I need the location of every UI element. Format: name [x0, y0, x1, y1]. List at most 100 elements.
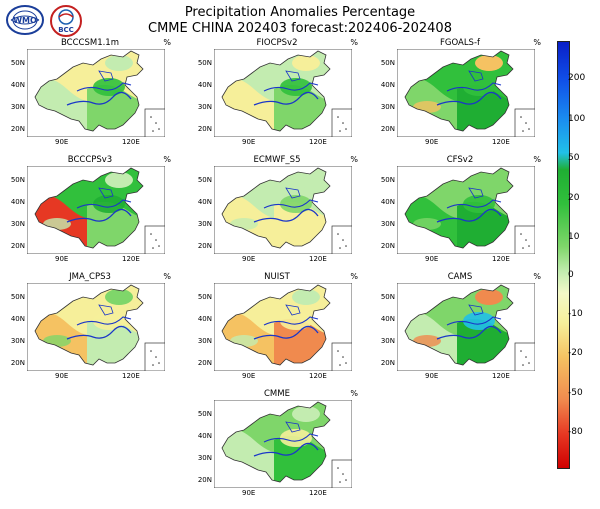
lat-tick-label: 20N	[197, 476, 212, 484]
panel-title: FIOCPSv2	[256, 38, 298, 48]
lat-tick-label: 50N	[197, 59, 212, 67]
map-panel: FIOCPSv2% 50N 40N 30N 20N 90E 120E	[192, 38, 362, 150]
bcc-logo: BCC	[48, 4, 84, 42]
map-panel: NUIST% 50N 40N 30N 20N 90E 120E	[192, 272, 362, 384]
lat-tick-label: 40N	[380, 81, 395, 89]
lat-tick-label: 40N	[197, 81, 212, 89]
precip-anomaly-map	[397, 49, 535, 137]
colorbar-label: -80	[568, 427, 583, 437]
lat-tick-label: 50N	[197, 293, 212, 301]
lon-tick-label: 120E	[122, 372, 140, 380]
precip-anomaly-map	[214, 166, 352, 254]
lon-tick-label: 90E	[242, 372, 256, 380]
lon-tick-label: 90E	[242, 255, 256, 263]
lon-tick-label: 90E	[55, 255, 69, 263]
lat-tick-label: 30N	[380, 103, 395, 111]
lat-tick-label: 50N	[197, 176, 212, 184]
colorbar-label: -10	[568, 309, 583, 319]
lon-tick-label: 120E	[309, 489, 327, 497]
colorbar-label: 200	[568, 73, 586, 83]
lon-tick-label: 90E	[242, 138, 256, 146]
title-line-2: CMME CHINA 202403 forecast:202406-202408	[148, 21, 452, 36]
lat-tick-label: 30N	[197, 220, 212, 228]
lat-tick-label: 30N	[380, 337, 395, 345]
panel-title: FGOALS-f	[439, 38, 481, 48]
wmo-logo: WMO	[5, 4, 45, 40]
lat-tick-label: 20N	[197, 359, 212, 367]
panel-unit: %	[533, 155, 541, 164]
lat-tick-label: 50N	[380, 293, 395, 301]
map-panel: CAMS% 50N 40N 30N 20N 90E 120E	[375, 272, 545, 384]
lat-tick-label: 50N	[10, 293, 25, 301]
lat-tick-label: 20N	[10, 359, 25, 367]
map-panel: BCCCPSv3% 50N 40N 30N 20N 90E 120E	[5, 155, 175, 267]
lat-tick-label: 30N	[10, 103, 25, 111]
lat-tick-label: 20N	[380, 242, 395, 250]
precip-anomaly-map	[27, 283, 165, 371]
panel-unit: %	[350, 38, 358, 47]
lat-tick-label: 20N	[380, 359, 395, 367]
precip-anomaly-map	[397, 283, 535, 371]
lon-tick-label: 120E	[492, 138, 510, 146]
colorbar-label: 0	[568, 270, 574, 280]
lon-tick-label: 90E	[242, 489, 256, 497]
panel-unit: %	[163, 155, 171, 164]
lon-tick-label: 90E	[425, 255, 439, 263]
colorbar	[557, 41, 570, 469]
map-panel: ECMWF_S5% 50N 40N 30N 20N 90E 120E	[192, 155, 362, 267]
panel-unit: %	[350, 272, 358, 281]
lat-tick-label: 30N	[197, 103, 212, 111]
panel-unit: %	[350, 155, 358, 164]
title-line-1: Precipitation Anomalies Percentage	[184, 5, 416, 20]
panel-title: CFSv2	[446, 155, 474, 165]
lat-tick-label: 50N	[380, 176, 395, 184]
lat-tick-label: 20N	[380, 125, 395, 133]
bcc-logo-text: BCC	[58, 26, 74, 34]
lon-tick-label: 120E	[309, 372, 327, 380]
lon-tick-label: 90E	[55, 372, 69, 380]
lat-tick-label: 30N	[10, 337, 25, 345]
colorbar-label: 100	[568, 114, 586, 124]
precip-anomaly-map	[214, 400, 352, 488]
panel-unit: %	[533, 272, 541, 281]
lat-tick-label: 50N	[197, 410, 212, 418]
colorbar-label: 50	[568, 153, 580, 163]
colorbar-label: -50	[568, 388, 583, 398]
precip-anomaly-map	[27, 166, 165, 254]
precip-anomaly-map	[397, 166, 535, 254]
panel-unit: %	[163, 38, 171, 47]
map-panel: FGOALS-f% 50N 40N 30N 20N 90E 120E	[375, 38, 545, 150]
colorbar-label: 20	[568, 193, 580, 203]
lon-tick-label: 120E	[122, 255, 140, 263]
lat-tick-label: 40N	[197, 432, 212, 440]
lat-tick-label: 50N	[10, 59, 25, 67]
lat-tick-label: 40N	[10, 198, 25, 206]
panel-title: BCCCPSv3	[67, 155, 113, 165]
lon-tick-label: 120E	[309, 138, 327, 146]
lon-tick-label: 120E	[492, 372, 510, 380]
lat-tick-label: 50N	[380, 59, 395, 67]
panel-unit: %	[163, 272, 171, 281]
lat-tick-label: 40N	[380, 315, 395, 323]
lon-tick-label: 90E	[425, 138, 439, 146]
lat-tick-label: 40N	[380, 198, 395, 206]
lon-tick-label: 90E	[55, 138, 69, 146]
lat-tick-label: 40N	[10, 81, 25, 89]
panel-unit: %	[350, 389, 358, 398]
lat-tick-label: 50N	[10, 176, 25, 184]
lon-tick-label: 120E	[492, 255, 510, 263]
map-panel: BCCCSM1.1m% 50N 40N 30N 20N 90E 120E	[5, 38, 175, 150]
colorbar-label: 10	[568, 232, 580, 242]
map-panel: CMME% 50N 40N 30N 20N 90E 120E	[192, 389, 362, 501]
svg-text:WMO: WMO	[13, 16, 37, 25]
panel-unit: %	[533, 38, 541, 47]
lat-tick-label: 40N	[197, 315, 212, 323]
map-panel: CFSv2% 50N 40N 30N 20N 90E 120E	[375, 155, 545, 267]
lon-tick-label: 120E	[122, 138, 140, 146]
panel-title: NUIST	[264, 272, 290, 282]
lat-tick-label: 30N	[10, 220, 25, 228]
lon-tick-label: 90E	[425, 372, 439, 380]
panel-title: CAMS	[447, 272, 473, 282]
lat-tick-label: 40N	[10, 315, 25, 323]
precip-anomaly-map	[27, 49, 165, 137]
